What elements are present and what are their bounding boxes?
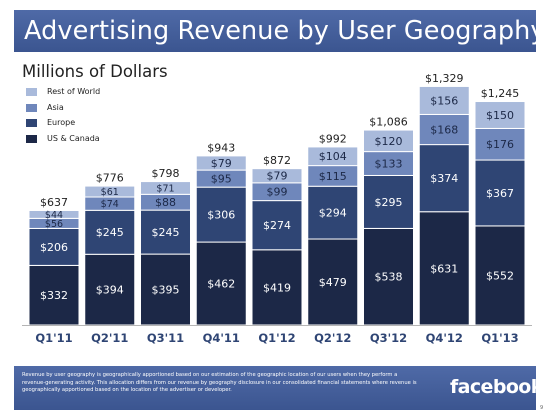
data-label: $88 <box>155 196 176 209</box>
x-tick-label: Q4'11 <box>203 331 240 345</box>
bar-segment <box>140 253 191 326</box>
data-label: $332 <box>40 289 68 302</box>
chart-subtitle: Millions of Dollars <box>22 62 168 81</box>
data-label: $294 <box>319 207 347 220</box>
total-label: $776 <box>96 172 124 185</box>
page-number: 9 <box>540 405 544 411</box>
chart-title: Advertising Revenue by User Geography <box>24 16 546 46</box>
total-label: $943 <box>207 141 235 154</box>
footer-disclaimer: Revenue by user geography is geographica… <box>22 372 417 393</box>
data-label: $133 <box>375 157 403 170</box>
bar-segment <box>195 241 247 326</box>
data-label: $631 <box>430 262 458 275</box>
data-label: $367 <box>486 187 514 200</box>
data-label: $538 <box>375 271 403 284</box>
data-label: $274 <box>263 219 291 232</box>
data-label: $394 <box>96 284 124 297</box>
bar-segment <box>251 200 303 251</box>
legend-swatch <box>26 119 37 127</box>
x-tick-label: Q1'12 <box>258 331 295 345</box>
bar-segment <box>251 168 303 184</box>
data-label: $245 <box>152 226 180 239</box>
data-label: $150 <box>486 109 514 122</box>
footer-bar: Revenue by user geography is geographica… <box>14 366 543 410</box>
data-label: $176 <box>486 138 514 151</box>
facebook-logo: facebook <box>450 376 543 398</box>
legend-swatch <box>26 88 37 96</box>
bar-segment <box>84 185 136 198</box>
bar-segment <box>195 186 247 243</box>
bar-segment <box>84 253 136 326</box>
bar-segment <box>28 227 80 266</box>
data-label: $79 <box>211 157 232 170</box>
data-label: $156 <box>430 94 458 107</box>
bar-segment <box>140 209 191 255</box>
bar-segment <box>418 144 470 213</box>
bar-segment <box>474 225 526 326</box>
data-label: $99 <box>267 186 288 199</box>
title-bar: Advertising Revenue by User Geography <box>14 10 546 52</box>
total-label: $1,086 <box>369 116 408 129</box>
legend-label: Asia <box>47 102 64 112</box>
total-label: $1,245 <box>481 87 520 100</box>
data-label: $61 <box>101 187 119 198</box>
total-label: $872 <box>263 154 291 167</box>
x-tick-label: Q2'11 <box>91 331 128 345</box>
bar-segment <box>363 129 414 153</box>
x-tick-label: Q3'12 <box>370 331 407 345</box>
x-tick-label: Q1'11 <box>35 331 72 345</box>
data-label: $44 <box>45 210 63 221</box>
data-label: $374 <box>430 172 458 185</box>
data-label: $479 <box>319 276 347 289</box>
x-tick-label: Q2'12 <box>314 331 351 345</box>
bar-segment <box>363 227 414 326</box>
legend-label: Rest of World <box>47 87 101 96</box>
legend-label: US & Canada <box>47 133 100 143</box>
data-label: $104 <box>319 150 347 163</box>
bar-segment <box>307 146 359 167</box>
bar-segment <box>84 209 136 255</box>
total-label: $1,329 <box>425 72 464 85</box>
bar-segment <box>28 264 80 326</box>
x-tick-label: Q1'13 <box>481 331 518 345</box>
legend-swatch <box>26 103 37 112</box>
legend-label: Europe <box>47 118 76 127</box>
data-label: $120 <box>375 135 403 148</box>
data-label: $56 <box>45 219 63 230</box>
bar-segment <box>474 159 526 227</box>
bar-segment <box>474 101 526 129</box>
data-label: $168 <box>430 123 458 136</box>
bar-segment <box>28 209 80 219</box>
bar-segment <box>140 181 191 195</box>
data-label: $552 <box>486 269 514 282</box>
data-label: $462 <box>207 277 235 290</box>
x-tick-label: Q3'11 <box>147 331 184 345</box>
bar-segment <box>418 211 470 326</box>
data-label: $71 <box>156 183 174 194</box>
bar-segment <box>307 185 359 240</box>
bar-segment <box>418 85 470 115</box>
data-label: $79 <box>267 170 288 183</box>
data-label: $95 <box>211 173 232 186</box>
data-label: $295 <box>375 196 403 209</box>
legend-swatch <box>26 134 37 143</box>
total-label: $798 <box>152 167 180 180</box>
bar-segment <box>195 155 247 171</box>
total-label: $992 <box>319 132 347 145</box>
data-label: $306 <box>207 209 235 222</box>
data-label: $245 <box>96 226 124 239</box>
bar-segment <box>251 249 303 326</box>
data-label: $115 <box>319 170 347 183</box>
data-label: $395 <box>152 284 180 297</box>
data-label: $74 <box>101 199 119 210</box>
x-tick-label: Q4'12 <box>426 331 463 345</box>
data-label: $419 <box>263 281 291 294</box>
total-label: $637 <box>40 196 68 209</box>
bar-segment <box>474 127 526 161</box>
data-label: $206 <box>40 241 68 254</box>
bar-segment <box>418 113 470 146</box>
